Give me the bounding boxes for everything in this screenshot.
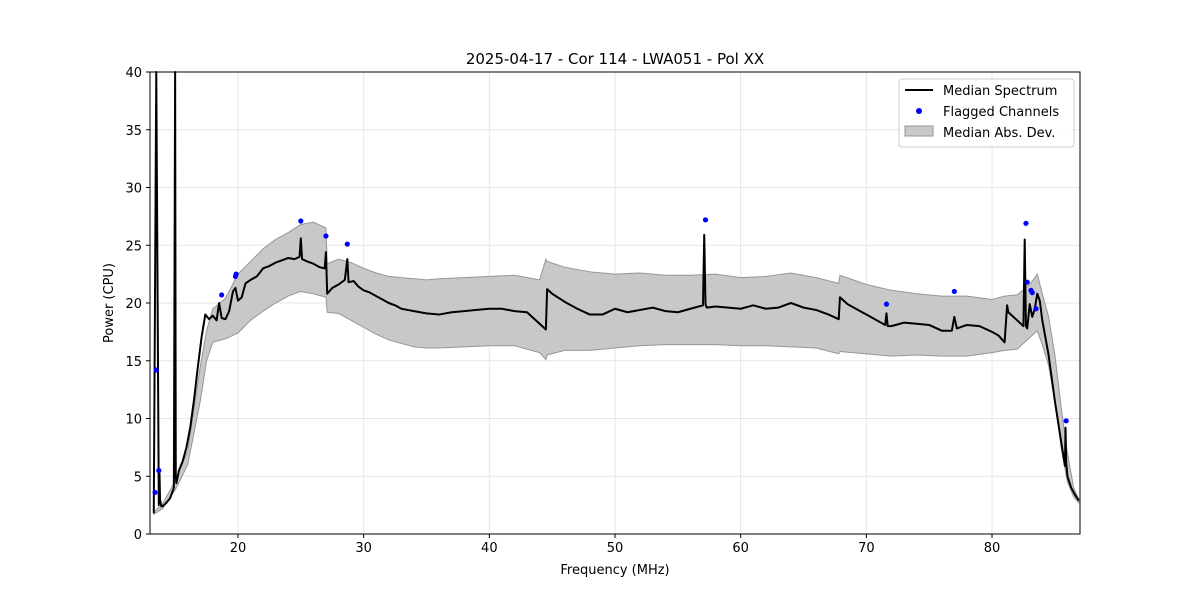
flagged-point [344, 241, 350, 247]
legend-label-median: Median Spectrum [943, 84, 1057, 99]
y-tick-label: 5 [134, 470, 142, 485]
y-axis-label: Power (CPU) [102, 263, 117, 343]
flagged-points-group [152, 217, 1069, 496]
flagged-point [702, 217, 709, 223]
x-tick-label: 60 [732, 541, 749, 556]
mad-band [153, 221, 1080, 516]
x-tick-label: 50 [607, 541, 624, 556]
y-tick-label: 0 [134, 528, 142, 543]
y-tick-label: 25 [125, 239, 142, 254]
flagged-point [233, 271, 239, 277]
y-tick-label: 15 [125, 355, 142, 370]
median-line-group [152, 71, 1080, 514]
y-tick-label: 40 [125, 66, 142, 81]
y-axis: 0 5 10 15 20 25 30 35 40 [125, 66, 150, 543]
flagged-point [1063, 418, 1069, 424]
flagged-point [1033, 306, 1039, 312]
y-tick-label: 30 [125, 182, 142, 197]
legend-label-flagged: Flagged Channels [943, 105, 1059, 120]
x-axis: 20 30 40 50 60 70 80 [230, 534, 1001, 556]
legend-point-swatch [916, 108, 922, 114]
x-tick-label: 30 [355, 541, 372, 556]
flagged-point [153, 367, 159, 373]
legend-band-swatch [904, 125, 934, 137]
flagged-point [156, 467, 162, 474]
flagged-point [219, 292, 225, 298]
y-tick-label: 35 [125, 124, 142, 139]
x-tick-label: 40 [481, 541, 498, 556]
y-tick-label: 10 [125, 413, 142, 428]
legend-label-mad: Median Abs. Dev. [943, 126, 1055, 141]
flagged-point [298, 218, 304, 224]
flagged-point [323, 233, 329, 239]
flagged-point [883, 301, 890, 307]
legend: Median Spectrum Flagged Channels Median … [898, 78, 1075, 148]
x-axis-label: Frequency (MHz) [560, 563, 669, 578]
flagged-point [152, 489, 158, 496]
flagged-point [1023, 220, 1029, 226]
legend-box [898, 78, 1075, 148]
flagged-point [951, 288, 957, 295]
y-tick-label: 20 [125, 297, 142, 312]
median-spectrum-line [152, 71, 1080, 514]
flagged-point [1029, 290, 1035, 296]
x-tick-label: 70 [858, 541, 875, 556]
flagged-point [1024, 279, 1030, 285]
mad-band-group [153, 221, 1080, 516]
x-tick-label: 80 [984, 541, 1001, 556]
x-tick-label: 20 [230, 541, 247, 556]
chart-title: 2025-04-17 - Cor 114 - LWA051 - Pol XX [466, 50, 764, 68]
